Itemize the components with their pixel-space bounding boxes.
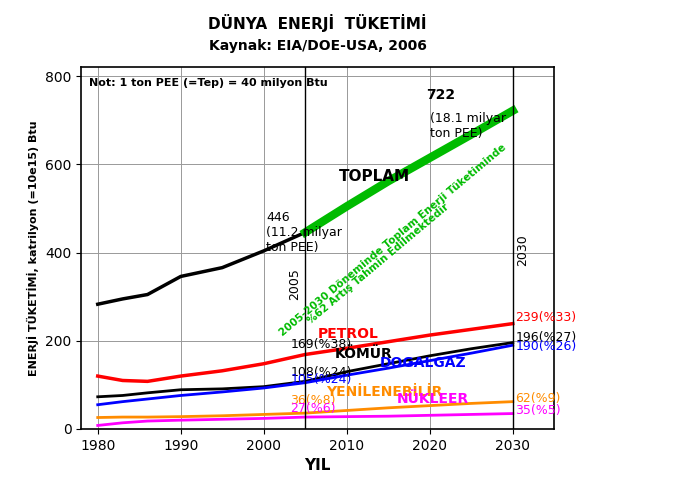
Text: 108(%24): 108(%24) xyxy=(290,366,352,379)
Text: 2005-2030 Döneminde Toplam Enerji Tüketiminde: 2005-2030 Döneminde Toplam Enerji Tüketi… xyxy=(277,143,508,338)
Text: 446
(11.2 milyar
ton PEE): 446 (11.2 milyar ton PEE) xyxy=(266,211,342,254)
Text: DÜNYA  ENERJİ  TÜKETİMİ: DÜNYA ENERJİ TÜKETİMİ xyxy=(208,14,427,32)
Text: Not: 1 ton PEE (=Tep) = 40 milyon Btu: Not: 1 ton PEE (=Tep) = 40 milyon Btu xyxy=(89,78,328,88)
Text: Kaynak: EIA/DOE-USA, 2006: Kaynak: EIA/DOE-USA, 2006 xyxy=(209,39,427,53)
Text: 169(%38): 169(%38) xyxy=(290,337,352,350)
Y-axis label: ENERJİ TÜKETİMİ, katrilyon (=10e15) Btu: ENERJİ TÜKETİMİ, katrilyon (=10e15) Btu xyxy=(28,120,39,376)
Text: 2030: 2030 xyxy=(516,234,529,266)
Text: YENİLENEBİLİR: YENİLENEBİLİR xyxy=(326,385,442,399)
Text: TOPLAM: TOPLAM xyxy=(339,169,410,184)
Text: 190(%26): 190(%26) xyxy=(515,340,577,353)
Text: PETROL: PETROL xyxy=(318,327,379,341)
Text: 196(%27): 196(%27) xyxy=(515,331,577,344)
Text: (18.1 milyar
ton PEE): (18.1 milyar ton PEE) xyxy=(430,112,506,140)
Text: 2005: 2005 xyxy=(288,268,301,300)
Text: 35(%5): 35(%5) xyxy=(515,404,561,417)
Text: 105(%24): 105(%24) xyxy=(290,373,352,386)
Text: 36(%8): 36(%8) xyxy=(290,394,336,407)
Text: 239(%33): 239(%33) xyxy=(515,311,577,324)
Text: DOGALGAZ: DOGALGAZ xyxy=(380,356,466,370)
Text: 722: 722 xyxy=(426,88,455,102)
Text: 27(%6): 27(%6) xyxy=(290,402,336,415)
X-axis label: YIL: YIL xyxy=(304,458,331,473)
Text: KÖMÜR: KÖMÜR xyxy=(335,347,392,361)
Text: 62(%9): 62(%9) xyxy=(515,391,560,404)
Text: NÜKLEER: NÜKLEER xyxy=(397,392,469,406)
Text: %62 Artış Tahmin Edilmektedir: %62 Artış Tahmin Edilmektedir xyxy=(306,202,451,326)
